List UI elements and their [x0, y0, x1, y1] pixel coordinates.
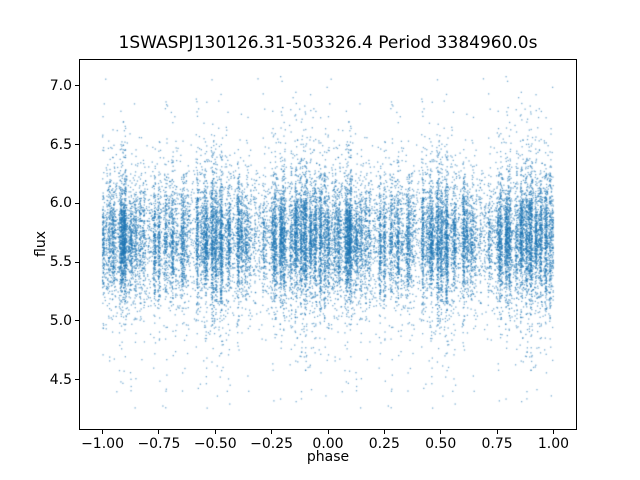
x-tick-mark — [214, 430, 216, 434]
x-tick-label: 0.50 — [425, 436, 457, 452]
y-axis-label: flux — [33, 231, 49, 257]
chart-title: 1SWASPJ130126.31-503326.4 Period 3384960… — [118, 33, 538, 53]
x-tick-label: 0.25 — [368, 436, 400, 452]
y-tick-label: 7.0 — [49, 77, 72, 94]
x-tick-mark — [496, 430, 498, 434]
y-tick-label: 6.0 — [49, 195, 72, 212]
plot-area — [79, 59, 577, 430]
y-tick-label: 4.5 — [49, 371, 72, 388]
x-tick-label: −1.00 — [81, 436, 124, 452]
y-tick-label: 5.0 — [49, 312, 72, 329]
x-tick-label: −0.75 — [137, 436, 181, 452]
y-tick-label: 5.5 — [49, 254, 72, 271]
x-tick-label: 0.75 — [481, 436, 513, 452]
x-tick-label: 0.00 — [312, 436, 344, 452]
x-tick-mark — [102, 430, 104, 434]
x-tick-mark — [158, 430, 160, 434]
scatter-points-canvas — [80, 60, 576, 429]
x-axis-label: phase — [306, 449, 350, 465]
x-tick-mark — [271, 430, 273, 434]
x-tick-mark — [440, 430, 442, 434]
y-tick-label: 6.5 — [49, 136, 72, 153]
x-tick-label: −0.25 — [250, 436, 294, 452]
y-tick-mark — [75, 85, 79, 87]
x-tick-mark — [552, 430, 554, 434]
x-tick-label: 1.00 — [537, 436, 570, 452]
y-tick-mark — [75, 320, 79, 322]
x-tick-mark — [327, 430, 329, 434]
y-tick-mark — [75, 144, 79, 146]
x-tick-label: −0.50 — [193, 436, 237, 452]
y-tick-mark — [75, 202, 79, 204]
y-tick-mark — [75, 379, 79, 381]
x-tick-mark — [383, 430, 385, 434]
y-tick-mark — [75, 261, 79, 263]
